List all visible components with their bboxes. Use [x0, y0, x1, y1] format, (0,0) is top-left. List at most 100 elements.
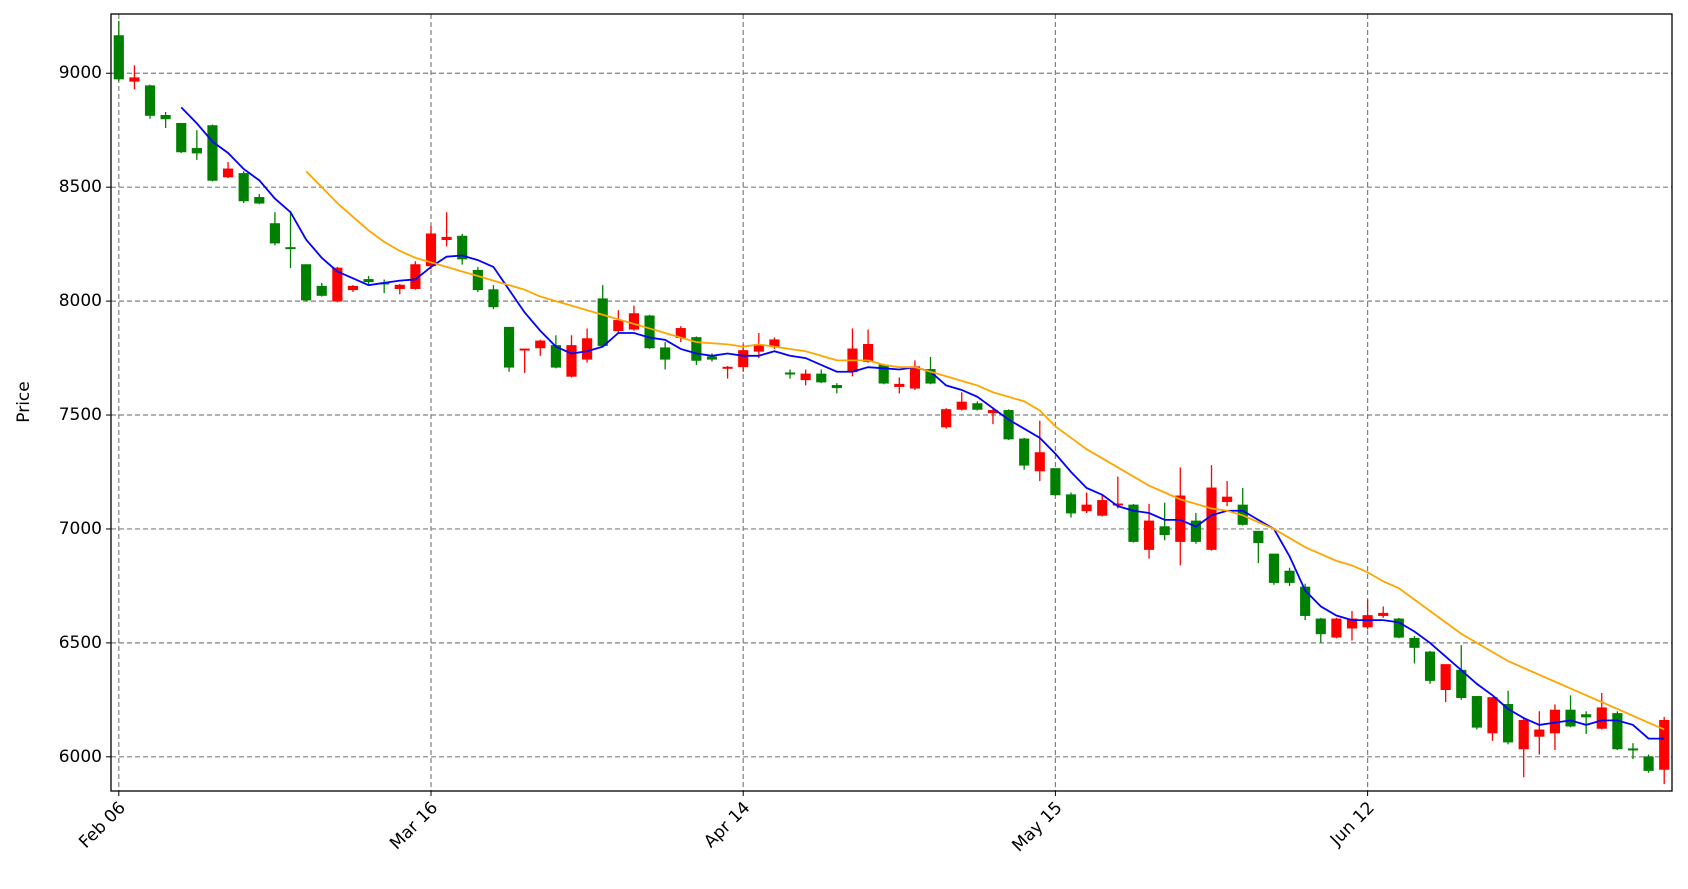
y-axis-label: Price: [14, 381, 34, 422]
x-tick-label: Jun 12: [1326, 798, 1379, 851]
candle-body: [644, 315, 655, 349]
candle-body: [1643, 756, 1654, 771]
candle-body: [909, 366, 920, 389]
candle-body: [535, 340, 546, 349]
candle-body: [1097, 500, 1108, 516]
candle-body: [863, 343, 874, 362]
candle-body: [1487, 697, 1498, 734]
candle-body: [1128, 504, 1139, 542]
candle-body: [582, 338, 593, 360]
candle-body: [332, 267, 343, 302]
candle-body: [1378, 612, 1389, 616]
candle-body: [894, 383, 905, 387]
candle-body: [1159, 526, 1170, 536]
candle-body: [503, 326, 515, 368]
candle-body: [738, 350, 749, 368]
candle-body: [1596, 707, 1607, 729]
candle-body: [191, 148, 202, 154]
x-tick-label: Mar 16: [386, 798, 442, 854]
candle-body: [706, 356, 718, 360]
candle-body: [1503, 704, 1514, 743]
y-tick-label: 8000: [59, 291, 102, 311]
x-tick-label: Feb 06: [75, 798, 130, 853]
candle-body: [1081, 504, 1092, 512]
candle-body: [613, 320, 624, 332]
candle-body: [753, 344, 764, 352]
candle-body: [488, 289, 499, 308]
candle-body: [1456, 669, 1467, 698]
candle-body: [394, 284, 405, 289]
candle-body: [1581, 714, 1592, 718]
y-tick-label: 7000: [59, 519, 102, 539]
candle-body: [1065, 494, 1077, 514]
y-tick-label: 8500: [59, 177, 102, 197]
candle-body: [1222, 496, 1233, 503]
candle-body: [1409, 637, 1420, 648]
candle-body: [472, 269, 483, 291]
candle-body: [363, 279, 374, 283]
candle-body: [1175, 495, 1186, 542]
candle-body: [301, 264, 312, 301]
candle-body: [566, 345, 577, 377]
candle-body: [1362, 615, 1373, 628]
candle-body: [784, 372, 796, 375]
candle-body: [1050, 468, 1061, 496]
candle-body: [972, 403, 983, 410]
x-tick-label: Apr 14: [700, 798, 754, 852]
candle-body: [1034, 452, 1045, 472]
candle-body: [160, 114, 171, 120]
candle-body: [660, 347, 671, 360]
candle-body: [238, 173, 249, 202]
candle-body: [1471, 696, 1482, 728]
candle-body: [144, 85, 156, 116]
candle-body: [347, 285, 359, 291]
candle-body: [176, 122, 187, 153]
plot-frame: [110, 13, 1673, 792]
candle-body: [113, 35, 124, 80]
candle-body: [1627, 748, 1639, 751]
candle-body: [831, 385, 842, 389]
candle-body: [1300, 586, 1311, 616]
candle-body: [129, 77, 140, 82]
candle-body: [1518, 719, 1529, 750]
candle-body: [425, 233, 437, 267]
candle-body: [1424, 651, 1436, 681]
candle-body: [285, 247, 296, 250]
y-tick-label: 9000: [59, 63, 102, 83]
y-tick-label: 6500: [59, 633, 102, 653]
candle-body: [1534, 729, 1545, 737]
candle-body: [1315, 618, 1326, 635]
candle-body: [597, 298, 608, 346]
candle-body: [316, 285, 327, 296]
candle-body: [1003, 410, 1014, 440]
candle-body: [628, 313, 640, 330]
y-tick-label: 6000: [59, 747, 102, 767]
candle-body: [269, 223, 280, 244]
candle-body: [441, 236, 452, 240]
candle-body: [1190, 520, 1201, 542]
candle-body: [1284, 570, 1295, 583]
candle-body: [800, 373, 811, 381]
candle-body: [207, 125, 218, 181]
x-tick-label: May 15: [1008, 798, 1066, 856]
candle-body: [1440, 664, 1451, 691]
moving-average-line: [180, 106, 1665, 740]
candle-body: [1253, 530, 1264, 544]
candle-body: [519, 348, 530, 351]
candle-body: [722, 366, 733, 369]
candle-body: [956, 401, 967, 410]
candle-body: [457, 235, 468, 260]
candle-body: [1331, 618, 1342, 638]
candle-body: [1393, 618, 1404, 638]
y-tick-label: 7500: [59, 405, 102, 425]
candle-body: [222, 168, 234, 178]
candle-body: [1143, 520, 1155, 550]
candle-body: [941, 409, 952, 428]
candle-body: [1565, 709, 1576, 727]
candle-body: [1346, 618, 1358, 629]
moving-average-line: [305, 170, 1665, 731]
candle-body: [816, 373, 827, 383]
candle-body: [254, 197, 265, 204]
candle-body: [1659, 719, 1670, 770]
